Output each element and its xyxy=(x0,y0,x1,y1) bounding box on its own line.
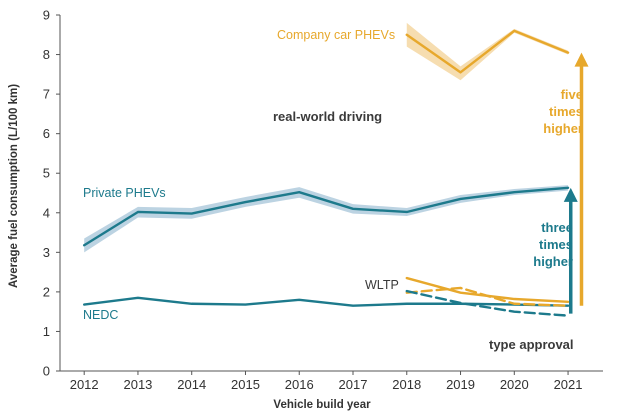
confidence-bands xyxy=(84,22,569,253)
nedc-label: NEDC xyxy=(83,308,118,322)
three-times-label-line2: times xyxy=(539,237,573,252)
annotation-arrows xyxy=(563,52,589,314)
y-tick-label: 5 xyxy=(43,166,50,181)
y-tick-label: 1 xyxy=(43,324,50,339)
x-tick-label: 2016 xyxy=(285,377,314,392)
three-times-label-line1: three xyxy=(541,220,573,235)
five-times-label-line2: times xyxy=(549,104,583,119)
axes: 0 1 2 3 4 5 6 7 8 9 2012 2013 2014 2015 2016 2017 2018 20… xyxy=(43,8,603,392)
x-tick-label: 2014 xyxy=(177,377,206,392)
x-tick-label: 2018 xyxy=(392,377,421,392)
company-series-label: Company car PHEVs xyxy=(277,28,395,42)
y-tick-label: 4 xyxy=(43,205,50,220)
series-line xyxy=(405,29,570,74)
y-tick-label: 0 xyxy=(43,364,50,379)
five-times-arrow-head xyxy=(574,52,589,67)
chart-text: Average fuel consumption (L/100 km) Vehi… xyxy=(8,28,583,411)
x-tick-label: 2019 xyxy=(446,377,475,392)
x-axis-title: Vehicle build year xyxy=(273,399,371,411)
y-tick-label: 2 xyxy=(43,284,50,299)
five-times-label-line1: five xyxy=(561,87,583,102)
y-tick-label: 7 xyxy=(43,87,50,102)
type-approval-annotation: type approval xyxy=(489,337,574,352)
series-line xyxy=(405,289,570,317)
x-tick-label: 2012 xyxy=(70,377,99,392)
y-tick-label: 8 xyxy=(43,47,50,62)
real-world-driving-annotation: real-world driving xyxy=(273,109,382,124)
series-line xyxy=(82,296,570,307)
five-times-label-line3: higher xyxy=(543,121,583,136)
x-tick-label: 2021 xyxy=(554,377,583,392)
x-tick-label: 2013 xyxy=(123,377,152,392)
y-tick-label: 3 xyxy=(43,245,50,260)
y-tick-label: 6 xyxy=(43,126,50,141)
three-times-label-line3: higher xyxy=(533,254,573,269)
y-tick-label: 9 xyxy=(43,8,50,23)
y-axis-title: Average fuel consumption (L/100 km) xyxy=(8,84,20,288)
x-tick-label: 2020 xyxy=(500,377,529,392)
series-line xyxy=(82,186,570,247)
three-times-arrow-head xyxy=(563,187,578,202)
series-lines xyxy=(82,29,570,317)
x-tick-label: 2017 xyxy=(339,377,368,392)
series-line xyxy=(405,286,570,307)
wltp-label: WLTP xyxy=(365,278,399,292)
x-tick-label: 2015 xyxy=(231,377,260,392)
private-series-label: Private PHEVs xyxy=(83,186,166,200)
